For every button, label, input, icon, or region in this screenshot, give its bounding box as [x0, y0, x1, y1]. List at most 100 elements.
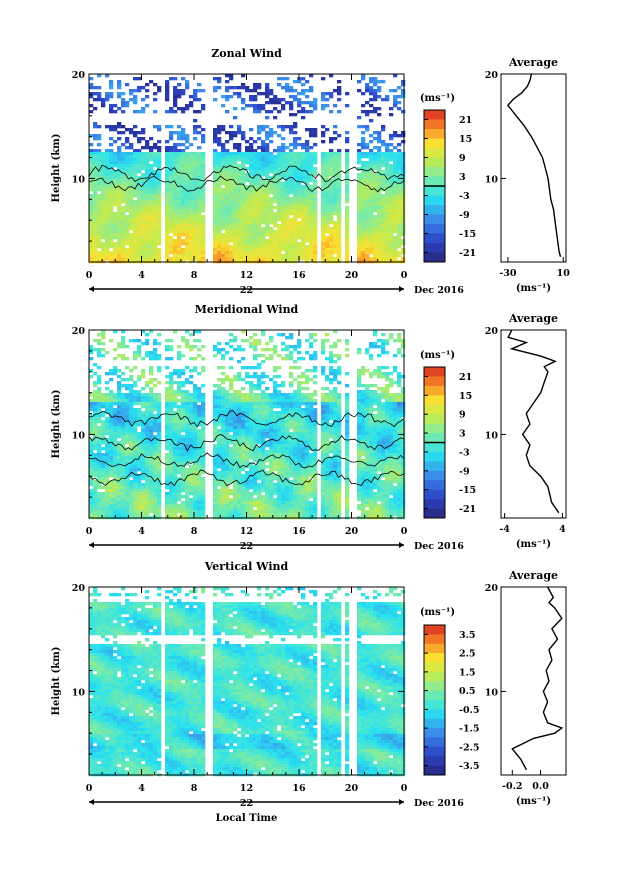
meridional-cell — [181, 423, 186, 427]
zonal-heatmap — [89, 74, 406, 264]
zonal-cell — [273, 167, 278, 171]
meridional-cell — [149, 504, 154, 508]
zonal-cell — [345, 242, 350, 246]
zonal-cell — [173, 251, 178, 255]
zonal-cell — [197, 212, 202, 216]
zonal-cell — [321, 167, 326, 171]
meridional-cell — [173, 495, 178, 499]
meridional-cell — [229, 480, 234, 484]
meridional-cell — [217, 441, 222, 445]
zonal-cell — [165, 170, 170, 174]
zonal-cell — [365, 152, 370, 156]
meridional-cell — [189, 477, 194, 481]
zonal-cell — [229, 152, 234, 156]
meridional-cell — [189, 501, 194, 505]
zonal-cell — [253, 206, 258, 210]
zonal-cell — [321, 164, 326, 168]
zonal-cell — [369, 173, 374, 177]
zonal-cell — [245, 254, 250, 258]
zonal-cell — [265, 137, 270, 141]
zonal-cell — [153, 197, 158, 201]
zonal-cell — [201, 89, 206, 93]
meridional-cell — [145, 354, 150, 358]
zonal-cell — [401, 227, 406, 231]
meridional-cell — [121, 399, 126, 403]
meridional-cell — [157, 429, 162, 433]
zonal-cell — [345, 176, 350, 180]
zonal-cell — [305, 170, 310, 174]
zonal-cell — [241, 176, 246, 180]
meridional-cell — [117, 429, 122, 433]
zonal-cell — [197, 200, 202, 204]
zonal-cell — [377, 209, 382, 213]
zonal-cell — [117, 86, 122, 90]
meridional-cell — [173, 372, 178, 376]
meridional-cell — [125, 393, 130, 397]
meridional-cell — [105, 444, 110, 448]
meridional-cell — [193, 447, 198, 451]
meridional-cell — [149, 456, 154, 460]
zonal-cell — [213, 89, 218, 93]
zonal-cell — [365, 113, 370, 117]
zonal-cell — [165, 215, 170, 219]
meridional-cell — [97, 495, 102, 499]
zonal-cell — [357, 152, 362, 156]
zonal-cell — [177, 83, 182, 87]
zonal-cell — [377, 227, 382, 231]
zonal-cell — [237, 170, 242, 174]
zonal-cell — [305, 230, 310, 234]
zonal-cell — [269, 254, 274, 258]
zonal-cell — [105, 179, 110, 183]
meridional-cell — [177, 429, 182, 433]
zonal-cell — [313, 221, 318, 225]
zonal-cell — [117, 155, 122, 159]
zonal-cell — [345, 200, 350, 204]
zonal-cell — [321, 230, 326, 234]
zonal-cell — [369, 242, 374, 246]
meridional-cell — [233, 513, 238, 517]
zonal-cell — [249, 212, 254, 216]
zonal-cell — [313, 230, 318, 234]
meridional-cell — [145, 447, 150, 451]
zonal-cell — [357, 80, 362, 84]
meridional-cell — [169, 441, 174, 445]
zonal-cell — [221, 248, 226, 252]
zonal-cell — [233, 230, 238, 234]
zonal-cell — [261, 257, 266, 261]
zonal-cell — [321, 95, 326, 99]
meridional-cell — [97, 342, 102, 346]
zonal-cell — [237, 194, 242, 198]
zonal-cell — [269, 206, 274, 210]
meridional-cell — [165, 408, 170, 412]
meridional-cell — [97, 435, 102, 439]
meridional-cell — [221, 396, 226, 400]
zonal-cell — [393, 185, 398, 189]
zonal-cell — [229, 77, 234, 81]
zonal-cell — [149, 227, 154, 231]
zonal-cell — [389, 107, 394, 111]
meridional-cell — [145, 471, 150, 475]
zonal-cell — [401, 80, 406, 84]
zonal-cell — [369, 152, 374, 156]
zonal-cell — [133, 248, 138, 252]
zonal-cell — [281, 86, 286, 90]
zonal-cell — [393, 131, 398, 135]
meridional-cell — [225, 489, 230, 493]
zonal-cell — [173, 131, 178, 135]
zonal-cell — [285, 185, 290, 189]
zonal-cell — [325, 173, 330, 177]
zonal-cell — [337, 179, 342, 183]
zonal-cell — [221, 164, 226, 168]
zonal-cell — [285, 221, 290, 225]
zonal-cell — [141, 197, 146, 201]
zonal-cell — [277, 146, 282, 150]
meridional-cell — [217, 417, 222, 421]
zonal-cell — [265, 83, 270, 87]
zonal-cell — [125, 152, 130, 156]
meridional-cell — [89, 351, 94, 355]
zonal-cell — [185, 254, 190, 258]
zonal-cell — [101, 182, 106, 186]
meridional-cell — [117, 471, 122, 475]
zonal-cell — [313, 227, 318, 231]
meridional-cell — [121, 408, 126, 412]
